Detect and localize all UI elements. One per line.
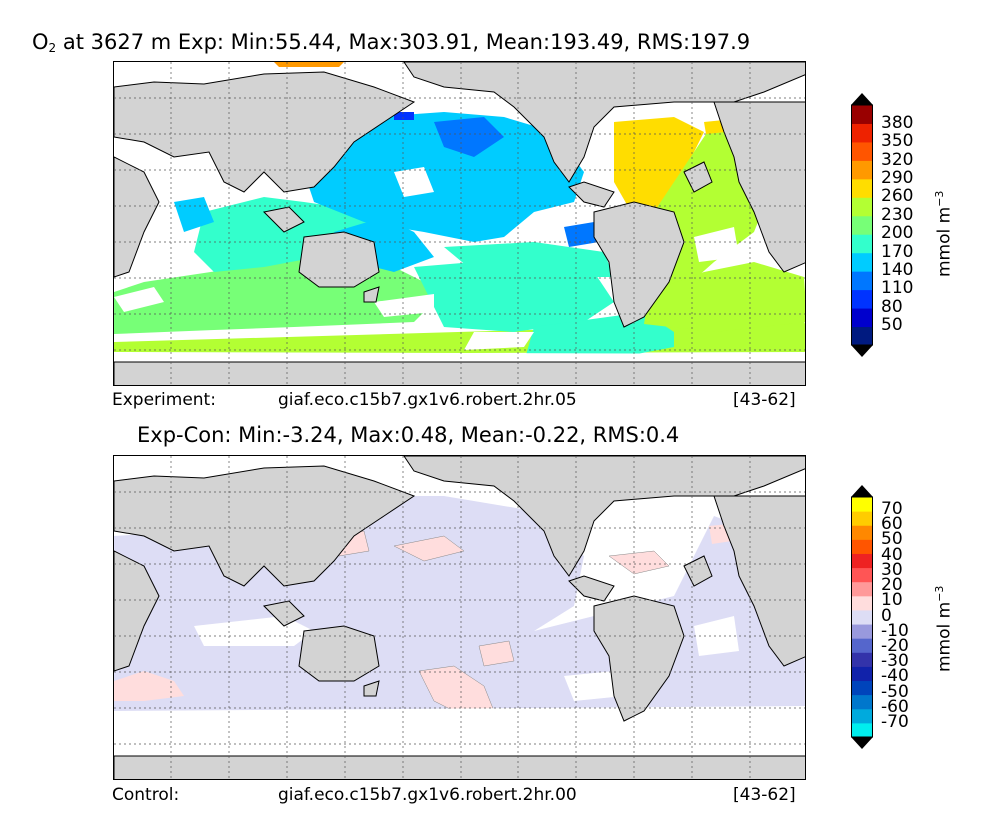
title-subscript: 2 [48, 41, 57, 55]
title-o: O [32, 30, 49, 54]
difference-colorbar-tick-label: 50 [881, 529, 903, 550]
difference-colorbar-swatch [851, 497, 873, 512]
experiment-colorbar-tick-label: 350 [881, 131, 914, 152]
experiment-colorbar-swatch [851, 123, 873, 143]
difference-colorbar-swatch [851, 652, 873, 667]
title-rest: at 3627 m Exp: Min:55.44, Max:303.91, Me… [56, 30, 751, 54]
experiment-colorbar-under-triangle [851, 345, 873, 357]
difference-colorbar-tick-label: -20 [881, 635, 909, 656]
experiment-colorbar-tick-label: 50 [881, 315, 903, 335]
experiment-colorbar-swatch [851, 326, 873, 346]
difference-colorbar-swatch [851, 609, 873, 625]
difference-colorbar-under-triangle [851, 737, 873, 749]
difference-unit-label: mmol m−3 [933, 585, 955, 672]
experiment-colorbar-tick-label: 80 [881, 296, 903, 317]
control-case: giaf.eco.c15b7.gx1v6.robert.2hr.00 [278, 785, 577, 805]
difference-colorbar-swatch [851, 581, 873, 597]
difference-colorbar-swatch [851, 567, 873, 583]
experiment-case: giaf.eco.c15b7.gx1v6.robert.2hr.05 [278, 390, 577, 410]
control-label: Control: [112, 785, 180, 805]
experiment-colorbar-swatch [851, 252, 873, 272]
experiment-colorbar-swatch [851, 197, 873, 217]
difference-colorbar-tick-label: 60 [881, 514, 903, 535]
difference-colorbar [851, 485, 873, 749]
experiment-colorbar-swatch [851, 271, 873, 291]
difference-map-svg [114, 456, 805, 779]
difference-colorbar-swatch [851, 680, 873, 696]
experiment-unit-label: mmol m−3 [933, 190, 955, 277]
difference-colorbar-swatch [851, 694, 873, 710]
difference-colorbar-tick-label: -30 [881, 651, 909, 672]
difference-colorbar-over-triangle [851, 485, 873, 497]
experiment-colorbar-tick-label: 170 [881, 241, 914, 262]
experiment-colorbar-tick-label: 110 [881, 278, 914, 299]
experiment-colorbar-tick-label: 140 [881, 259, 914, 280]
difference-colorbar-tick-label: 70 [881, 499, 903, 519]
difference-colorbar-tick-label: 0 [881, 605, 892, 626]
experiment-colorbar-swatch [851, 141, 873, 161]
difference-colorbar-swatch [851, 624, 873, 639]
experiment-map [113, 61, 806, 386]
experiment-label: Experiment: [112, 390, 216, 410]
difference-colorbar-tick-label: -60 [881, 696, 909, 717]
experiment-colorbar-tick-label: 230 [881, 204, 914, 225]
experiment-colorbar-swatch [851, 178, 873, 198]
difference-colorbar-tick-label: 10 [881, 590, 903, 611]
experiment-colorbar-swatch [851, 289, 873, 309]
difference-colorbar-tick-label: -50 [881, 681, 909, 702]
experiment-colorbar-tick-label: 380 [881, 113, 914, 133]
experiment-colorbar-swatch [851, 308, 873, 328]
experiment-colorbar-tick-label: 260 [881, 186, 914, 207]
difference-colorbar-swatch [851, 722, 873, 738]
control-years: [43-62] [733, 785, 796, 805]
experiment-colorbar-swatch [851, 215, 873, 235]
difference-colorbar-swatch [851, 525, 873, 540]
difference-colorbar-swatch [851, 595, 873, 611]
experiment-colorbar-tick-label: 200 [881, 223, 914, 244]
experiment-colorbar-swatch [851, 105, 873, 124]
difference-colorbar-tick-label: -70 [881, 712, 909, 732]
experiment-colorbar-tick-label: 290 [881, 168, 914, 189]
difference-colorbar-tick-label: 30 [881, 559, 903, 580]
experiment-colorbar-tick-label: 320 [881, 149, 914, 170]
experiment-map-svg [114, 62, 805, 385]
difference-colorbar-tick-label: -10 [881, 620, 909, 641]
experiment-colorbar-swatch [851, 234, 873, 254]
gridlines [114, 62, 805, 385]
difference-colorbar-swatch [851, 666, 873, 682]
experiment-years: [43-62] [733, 390, 796, 410]
difference-colorbar-tick-label: -40 [881, 666, 909, 687]
difference-map [113, 455, 806, 780]
difference-colorbar-swatch [851, 553, 873, 569]
difference-colorbar-swatch [851, 511, 873, 526]
difference-colorbar-swatch [851, 708, 873, 724]
difference-colorbar-swatch [851, 638, 873, 653]
difference-colorbar-tick-label: 40 [881, 544, 903, 565]
gridlines-2 [114, 456, 805, 779]
difference-colorbar-swatch [851, 539, 873, 554]
experiment-colorbar-over-triangle [851, 93, 873, 105]
experiment-colorbar-swatch [851, 160, 873, 180]
difference-title: Exp-Con: Min:-3.24, Max:0.48, Mean:-0.22… [137, 423, 680, 447]
difference-colorbar-svg [851, 485, 873, 749]
experiment-colorbar-svg [851, 93, 873, 357]
difference-colorbar-tick-label: 20 [881, 575, 903, 596]
panel1-title: O2 at 3627 m Exp: Min:55.44, Max:303.91,… [32, 30, 750, 55]
experiment-colorbar [851, 93, 873, 357]
